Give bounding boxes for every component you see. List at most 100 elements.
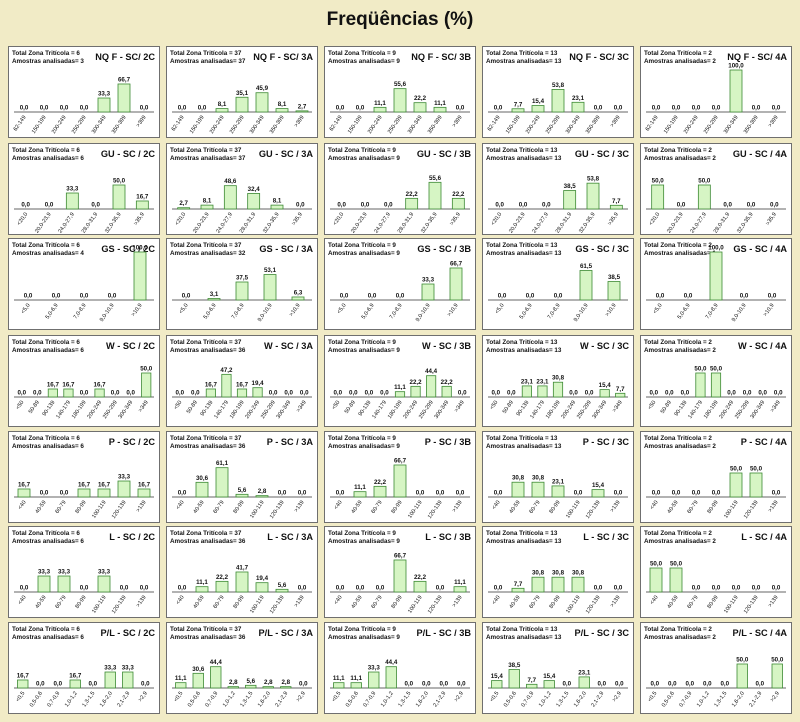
total-zone-label: Total Zona Tritícola = 13 — [486, 435, 558, 442]
x-tick-label: <5,0 — [652, 303, 663, 315]
bar — [537, 385, 548, 398]
bar — [94, 388, 105, 398]
bar — [393, 88, 407, 113]
bar-value-label: 7,7 — [514, 101, 523, 108]
bar-value-label: 30,8 — [552, 570, 565, 577]
bar — [263, 274, 277, 301]
bar-value-label: 0,0 — [672, 105, 681, 112]
chart-title: NQ F - SC/ 3B — [411, 52, 471, 62]
bar-value-label: 16,7 — [69, 672, 82, 679]
bar — [221, 373, 232, 398]
bar-value-label: 50,0 — [670, 561, 683, 568]
bar — [235, 96, 249, 113]
bar-value-label: 30,8 — [552, 375, 565, 382]
bar-value-label: 50,0 — [750, 466, 763, 473]
bar-value-label: 11,1 — [175, 675, 187, 682]
total-zone-label: Total Zona Tritícola = 6 — [12, 50, 80, 57]
total-zone-label: Total Zona Tritícola = 9 — [328, 50, 396, 57]
bar — [729, 472, 743, 498]
bar — [65, 192, 79, 210]
bar — [511, 587, 525, 593]
chart-title: GU - SC / 3B — [417, 149, 471, 159]
x-tick-label: >2,9 — [296, 691, 307, 703]
total-zone-label: Total Zona Tritícola = 2 — [644, 626, 712, 633]
x-tick-label: <40 — [333, 595, 343, 606]
bar — [235, 281, 249, 301]
samples-label: Amostras analisadas= 2 — [644, 58, 716, 65]
bar — [615, 392, 626, 398]
bar — [37, 575, 51, 593]
samples-label: Amostras analisadas= 13 — [486, 634, 562, 641]
bar-value-label: 16,7 — [62, 381, 75, 388]
bar-value-label: 0,0 — [356, 105, 365, 112]
bar — [141, 372, 152, 398]
bar — [651, 184, 665, 210]
bar-value-label: 0,0 — [652, 490, 661, 497]
samples-label: Amostras analisadas= 13 — [486, 155, 562, 162]
bar — [333, 682, 345, 689]
bar — [710, 372, 722, 398]
bar-value-label: 5,6 — [246, 678, 255, 685]
bar-value-label: 0,0 — [333, 390, 342, 397]
bar-value-label: 30,8 — [532, 475, 545, 482]
bar-value-label: 3,1 — [210, 291, 219, 298]
bar-value-label: 0,0 — [569, 390, 578, 397]
chart-title: GS - SC / 3A — [259, 244, 313, 254]
bar — [205, 388, 216, 398]
total-zone-label: Total Zona Tritícola = 37 — [170, 435, 242, 442]
bar-value-label: 16,7 — [205, 381, 218, 388]
bar-value-label: 0,0 — [21, 202, 30, 209]
bar-value-label: 15,4 — [491, 673, 504, 680]
bar-value-label: 8,1 — [278, 101, 287, 108]
bar-value-label: 44,4 — [425, 368, 438, 375]
bar — [586, 182, 600, 210]
bar-value-label: 0,0 — [494, 490, 503, 497]
chart-title: GU - SC / 4A — [733, 149, 787, 159]
bar — [215, 108, 229, 113]
bar-value-label: 11,1 — [374, 100, 386, 107]
chart-title: P/L - SC / 4A — [733, 628, 788, 638]
bar — [57, 575, 71, 593]
bar — [122, 671, 134, 689]
bar-value-label: 0,0 — [585, 390, 594, 397]
bar-value-label: 0,0 — [175, 390, 184, 397]
chart-title: P - SC / 3A — [267, 437, 314, 447]
bar-value-label: 23,1 — [536, 378, 549, 385]
x-tick-label: <40 — [17, 500, 27, 511]
bar-value-label: 0,0 — [337, 202, 346, 209]
chart-title: W - SC / 2C — [106, 341, 155, 351]
panel-background — [640, 46, 792, 138]
samples-label: Amostras analisadas= 9 — [328, 634, 400, 641]
bar-value-label: 15,4 — [592, 482, 605, 489]
x-tick-label: <40 — [175, 595, 185, 606]
bar-value-label: 0,0 — [365, 390, 374, 397]
bar-value-label: 44,4 — [385, 659, 398, 666]
samples-label: Amostras analisadas= 9 — [328, 443, 400, 450]
bar-value-label: 0,0 — [574, 490, 583, 497]
bar-value-label: 0,0 — [727, 390, 736, 397]
bar — [579, 270, 593, 301]
bar-value-label: 22,2 — [216, 574, 229, 581]
bar-value-label: 22,2 — [452, 191, 465, 198]
samples-label: Amostras analisadas= 36 — [170, 443, 246, 450]
bar-value-label: 33,3 — [98, 569, 111, 576]
panel-background — [640, 143, 792, 235]
bar — [215, 580, 229, 593]
bar-value-label: 0,0 — [772, 490, 781, 497]
total-zone-label: Total Zona Tritícola = 2 — [644, 339, 712, 346]
chart-title: P/L - SC / 3C — [575, 628, 630, 638]
bar-value-label: 7,7 — [514, 581, 523, 588]
bar-value-label: 50,0 — [698, 178, 711, 185]
bar — [607, 281, 621, 301]
bar — [563, 190, 577, 210]
bar — [695, 372, 706, 398]
bar-value-label: 22,2 — [414, 574, 427, 581]
bar — [137, 488, 151, 498]
bar-value-label: 0,0 — [396, 293, 405, 300]
